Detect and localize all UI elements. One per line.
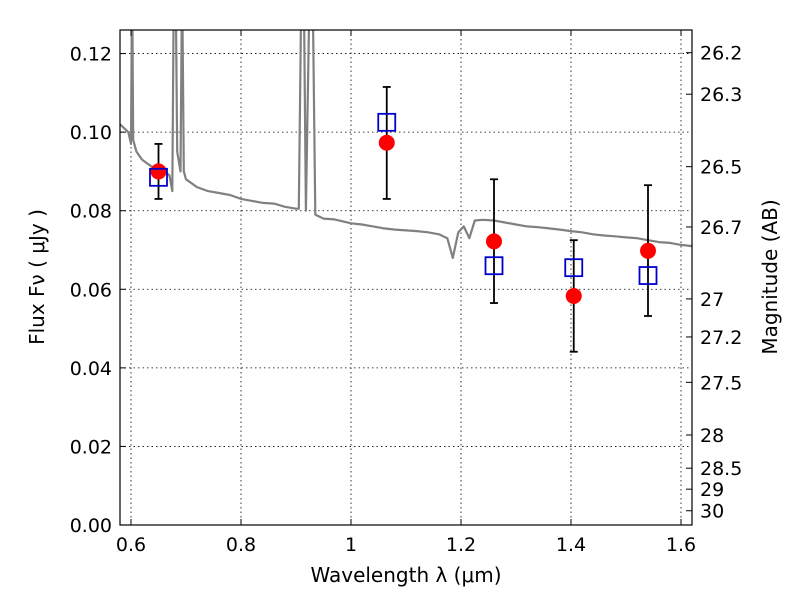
y-tick-label: 0.04 bbox=[70, 358, 112, 380]
x-tick-label: 0.6 bbox=[116, 534, 146, 556]
model-point bbox=[149, 167, 168, 187]
error-bars bbox=[154, 86, 652, 353]
model-point bbox=[564, 258, 584, 278]
spectrum-path bbox=[120, 30, 692, 259]
y-tick-label: 0.00 bbox=[70, 515, 112, 537]
magnitude-tick-label: 29 bbox=[700, 479, 724, 501]
observed-point bbox=[640, 242, 656, 259]
observed-point bbox=[378, 134, 395, 151]
x-tick-label: 1.4 bbox=[556, 534, 586, 556]
model-point bbox=[484, 256, 504, 276]
y-tick-label: 0.02 bbox=[70, 436, 112, 458]
x-tick-labels: 0.6 0.8 1 1.2 1.4 1.6 bbox=[116, 534, 696, 556]
x-tick-label: 1.6 bbox=[666, 534, 696, 556]
plot-frame bbox=[119, 29, 693, 526]
x-tick-label: 0.8 bbox=[226, 534, 256, 556]
magnitude-tick-label: 28 bbox=[700, 425, 724, 447]
x-tick-label: 1 bbox=[345, 534, 357, 556]
observed-point bbox=[486, 233, 502, 250]
observed-point bbox=[565, 287, 582, 304]
axis-ticks bbox=[120, 30, 692, 526]
x-tick-label: 1.2 bbox=[446, 534, 476, 556]
magnitude-tick-label: 26.3 bbox=[700, 84, 742, 106]
right-axis-label: Magnitude (AB) bbox=[758, 199, 782, 354]
y-tick-label: 0.12 bbox=[70, 44, 112, 66]
model-points bbox=[149, 112, 658, 285]
magnitude-tick-label: 27.2 bbox=[700, 327, 742, 349]
magnitude-tick-label: 27 bbox=[700, 289, 724, 311]
magnitude-tick-label: 26.5 bbox=[700, 157, 742, 179]
magnitude-tick-label: 27.5 bbox=[700, 372, 742, 394]
magnitude-tick-label: 26.7 bbox=[700, 217, 742, 239]
x-axis-label: Wavelength λ (μm) bbox=[310, 563, 501, 587]
model-point bbox=[638, 266, 658, 285]
magnitude-tick-label: 28.5 bbox=[700, 458, 742, 480]
observed-points bbox=[150, 134, 656, 304]
grid-lines bbox=[120, 30, 692, 526]
observed-point bbox=[150, 163, 167, 180]
y-tick-label: 0.10 bbox=[70, 122, 112, 144]
model-point bbox=[377, 112, 397, 132]
y-tick-labels: 0.00 0.02 0.04 0.06 0.08 0.10 0.12 bbox=[70, 44, 112, 537]
magnitude-tick-label: 26.2 bbox=[700, 43, 742, 65]
model-spectrum-line bbox=[120, 30, 692, 259]
y-tick-label: 0.06 bbox=[70, 279, 112, 301]
y-axis-label: Flux Fν ( μJy ) bbox=[25, 209, 49, 345]
magnitude-tick-label: 30 bbox=[700, 501, 724, 523]
y-tick-label: 0.08 bbox=[70, 201, 112, 223]
